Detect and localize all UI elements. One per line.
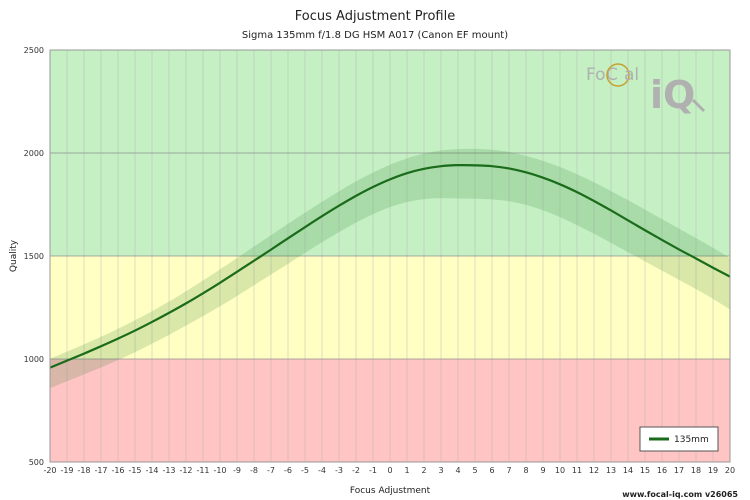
x-tick-label: -20 [43, 466, 56, 475]
x-tick-label: -7 [267, 466, 275, 475]
x-tick-label: -5 [301, 466, 309, 475]
x-tick-label: -6 [284, 466, 292, 475]
y-tick-label: 500 [29, 458, 44, 467]
logo-text-iq: iQ [650, 73, 695, 117]
x-tick-label: 0 [387, 466, 392, 475]
confidence-band-135mm [50, 148, 730, 389]
x-tick-label: -12 [179, 466, 192, 475]
logo-magnifier-icon [691, 98, 706, 113]
footer-credit: www.focal-iq.com v26065 [622, 490, 738, 499]
y-tick-labels: 500 1000 1500 2000 2500 [24, 46, 44, 467]
x-tick-label: 2 [421, 466, 426, 475]
x-tick-label: -14 [145, 466, 158, 475]
x-tick-labels: -20 -19 -18 -17 -16 -15 -14 -13 -12 -11 -10 -9 -8 -7-… [43, 466, 735, 475]
x-tick-label: 12 [589, 466, 599, 475]
y-tick-label: 1000 [24, 355, 44, 364]
x-tick-label: -2 [352, 466, 360, 475]
x-tick-label: -19 [60, 466, 73, 475]
x-tick-label: 15 [640, 466, 650, 475]
y-tick-label: 2500 [24, 46, 44, 55]
x-tick-label: 10 [555, 466, 565, 475]
x-tick-label: -18 [77, 466, 90, 475]
focal-iq-logo: Fo C al iQ [586, 63, 706, 117]
x-tick-label: -3 [335, 466, 343, 475]
x-tick-label: 11 [572, 466, 582, 475]
x-axis-title: Focus Adjustment [350, 486, 431, 496]
x-tick-label: 1 [404, 466, 409, 475]
logo-focus-ring [606, 63, 630, 87]
x-tick-label: -10 [213, 466, 226, 475]
x-tick-label: 17 [674, 466, 684, 475]
x-tick-label: 6 [489, 466, 494, 475]
logo-text-c: C [606, 65, 618, 85]
x-tick-label: -15 [128, 466, 141, 475]
x-tick-label: 14 [623, 466, 633, 475]
chart-title: Focus Adjustment Profile [295, 9, 455, 24]
x-tick-label: -13 [162, 466, 175, 475]
x-tick-label: 7 [506, 466, 511, 475]
logo-text-al: al [624, 65, 639, 85]
x-tick-label: -11 [196, 466, 209, 475]
legend: 135mm [639, 426, 719, 452]
x-tick-label: -4 [318, 466, 326, 475]
x-tick-label: -16 [111, 466, 124, 475]
plot-frame [49, 49, 731, 463]
x-tick-label: -1 [369, 466, 377, 475]
x-tick-label: 13 [606, 466, 616, 475]
y-tick-label: 1500 [24, 252, 44, 261]
x-tick-label: -8 [250, 466, 258, 475]
x-tick-label: 5 [472, 466, 477, 475]
chart-subtitle: Sigma 135mm f/1.8 DG HSM A017 (Canon EF … [242, 30, 508, 41]
x-tick-label: 3 [438, 466, 443, 475]
x-tick-label: -17 [94, 466, 107, 475]
x-tick-label: 20 [725, 466, 735, 475]
x-tick-label: 18 [691, 466, 701, 475]
y-axis-title: Quality [9, 239, 19, 272]
x-tick-label: 8 [523, 466, 528, 475]
x-tick-label: 9 [540, 466, 545, 475]
x-tick-label: 4 [455, 466, 460, 475]
y-tick-label: 2000 [24, 149, 44, 158]
logo-text-fo: Fo [586, 65, 606, 85]
x-tick-label: 19 [708, 466, 718, 475]
series [49, 148, 731, 389]
gridlines [49, 49, 731, 463]
legend-label-135mm: 135mm [674, 435, 709, 445]
series-line-135mm [49, 164, 731, 369]
x-tick-label: -9 [233, 466, 241, 475]
x-tick-label: 16 [657, 466, 667, 475]
